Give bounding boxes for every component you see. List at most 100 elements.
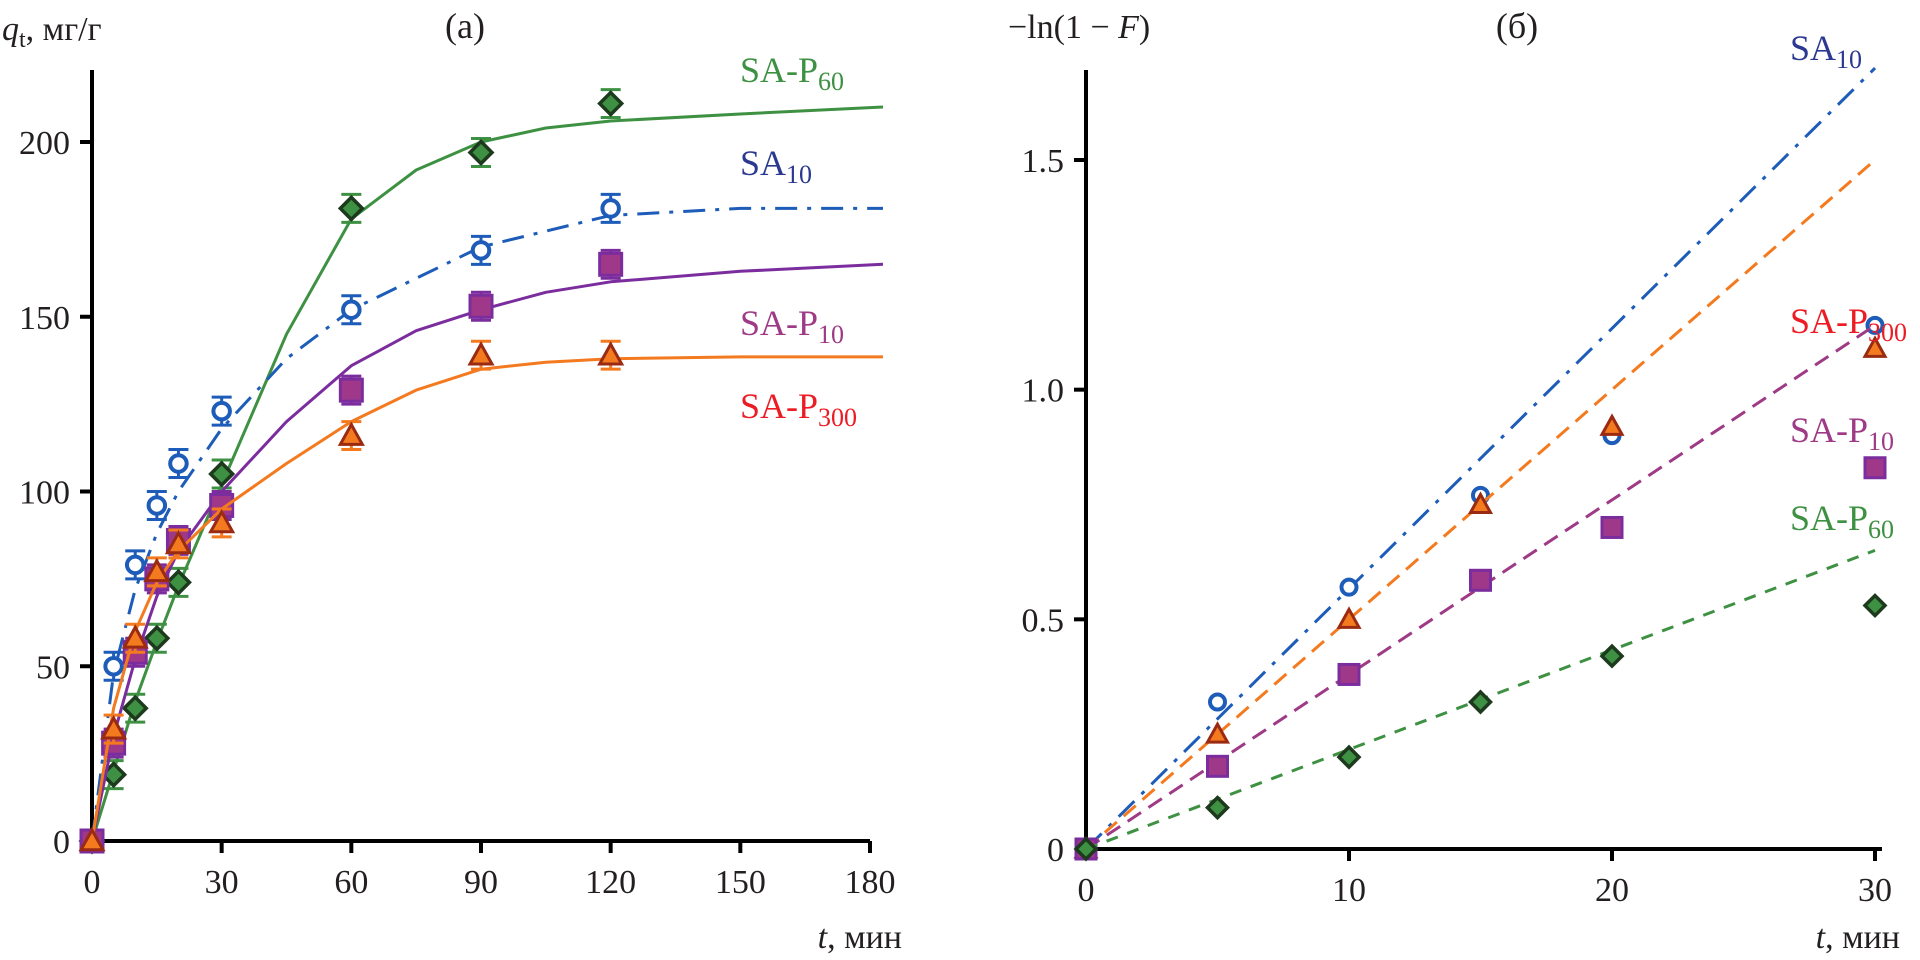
- ylabel-post: ): [1139, 9, 1150, 46]
- marker-square: [1469, 568, 1492, 592]
- marker-square: [1337, 662, 1361, 686]
- marker-triangle: [1204, 721, 1231, 744]
- x-tick-label: 60: [334, 864, 368, 901]
- y-tick-label: 0: [1047, 832, 1064, 869]
- xlabel-unit: , мин: [1825, 919, 1900, 956]
- ylabel-unit: , мг/г: [26, 11, 102, 48]
- series-label-main: SA-P: [740, 50, 818, 90]
- ylabel-pre: −ln(1 −: [1008, 9, 1118, 46]
- data-point: [211, 395, 232, 427]
- series-label: SA-P60: [1790, 498, 1894, 544]
- data-point: [1337, 662, 1361, 686]
- data-point: [468, 290, 494, 322]
- marker-circle: [1208, 692, 1227, 712]
- marker-circle: [168, 453, 189, 474]
- x-tick-label: 90: [464, 864, 498, 901]
- marker-diamond: [143, 624, 171, 652]
- data-point: [1862, 593, 1888, 619]
- data-point: [1862, 335, 1888, 358]
- series-label-sub: 300: [818, 403, 857, 432]
- data-point: [600, 192, 621, 224]
- marker-triangle: [121, 624, 149, 649]
- marker-circle: [341, 299, 362, 321]
- ylabel-var: F: [1117, 9, 1140, 46]
- marker-circle: [103, 656, 124, 677]
- panel-a-y-axis-title: qt, мг/г: [2, 11, 102, 53]
- series-label-main: SA: [740, 143, 786, 183]
- panel-a-plot-area: 0 30 60 90 120 150 180050100150200SA-P60SA10SA…: [19, 50, 896, 901]
- panel-b: (б) −ln(1 − F) t, мин 0 10 20 3000.51.01.5S…: [1008, 6, 1907, 956]
- data-point: [597, 339, 625, 371]
- data-point: [1336, 744, 1362, 770]
- fit-line: [90, 355, 883, 842]
- data-point: [1863, 456, 1887, 480]
- data-point: [208, 507, 236, 539]
- marker-triangle: [337, 421, 365, 446]
- data-point: [121, 692, 149, 724]
- marker-diamond: [337, 194, 365, 222]
- marker-triangle: [100, 715, 128, 740]
- y-tick-label: 200: [19, 125, 70, 162]
- marker-diamond: [164, 568, 192, 596]
- data-point: [1206, 754, 1229, 778]
- data-point: [1205, 795, 1230, 821]
- marker-square: [1863, 456, 1887, 480]
- marker-circle: [1865, 315, 1885, 335]
- marker-triangle: [1467, 491, 1494, 514]
- marker-diamond: [1205, 795, 1230, 821]
- x-tick-label: 180: [845, 864, 896, 901]
- data-point: [78, 826, 106, 852]
- series-label-sub: 10: [786, 160, 812, 189]
- data-point: [121, 622, 149, 654]
- marker-triangle: [1862, 335, 1888, 358]
- series-label-sub: 300: [1868, 318, 1907, 347]
- series-sa-p10: SA-P10: [1074, 324, 1894, 861]
- data-point: [1865, 315, 1885, 335]
- data-point: [1073, 836, 1099, 862]
- marker-square: [1206, 754, 1229, 778]
- marker-circle: [124, 554, 146, 576]
- x-tick-label: 20: [1595, 872, 1629, 909]
- marker-triangle: [1599, 413, 1625, 436]
- marker-circle: [211, 400, 232, 422]
- x-tick-label: 30: [1858, 872, 1892, 909]
- ylabel-var: q: [2, 11, 19, 48]
- marker-diamond: [467, 139, 495, 166]
- marker-diamond: [208, 460, 236, 488]
- data-point: [146, 490, 168, 521]
- data-point: [467, 339, 495, 371]
- series-label-sub: 10: [1836, 45, 1862, 74]
- marker-circle: [470, 240, 492, 261]
- series-label: SA-P300: [1790, 301, 1907, 347]
- series-label-sub: 10: [818, 320, 844, 349]
- data-point: [1467, 491, 1494, 514]
- series-label-sub: 60: [1868, 515, 1894, 544]
- data-point: [1599, 643, 1625, 669]
- marker-square: [598, 251, 624, 277]
- marker-diamond: [1336, 744, 1362, 770]
- data-point: [337, 420, 365, 452]
- marker-circle: [1339, 577, 1359, 597]
- fit-line: [90, 206, 883, 842]
- marker-triangle: [78, 826, 106, 852]
- marker-circle: [146, 495, 168, 516]
- marker-circle: [600, 198, 621, 219]
- y-tick-label: 0: [53, 824, 70, 861]
- series-sa-p60: SA-P60: [1073, 498, 1894, 862]
- marker-square: [1600, 515, 1624, 539]
- marker-diamond: [121, 694, 149, 722]
- data-point: [208, 458, 236, 490]
- marker-diamond: [1073, 836, 1099, 862]
- series-label-main: SA-P: [1790, 498, 1868, 538]
- data-point: [338, 374, 364, 406]
- y-tick-label: 150: [19, 300, 70, 337]
- marker-triangle: [597, 341, 625, 366]
- panel-b-x-axis-title: t, мин: [1816, 919, 1900, 956]
- data-point: [164, 566, 192, 598]
- data-point: [143, 556, 171, 588]
- series-label-main: SA-P: [740, 303, 818, 343]
- panel-b-label: (б): [1496, 6, 1538, 46]
- marker-triangle: [1336, 606, 1362, 629]
